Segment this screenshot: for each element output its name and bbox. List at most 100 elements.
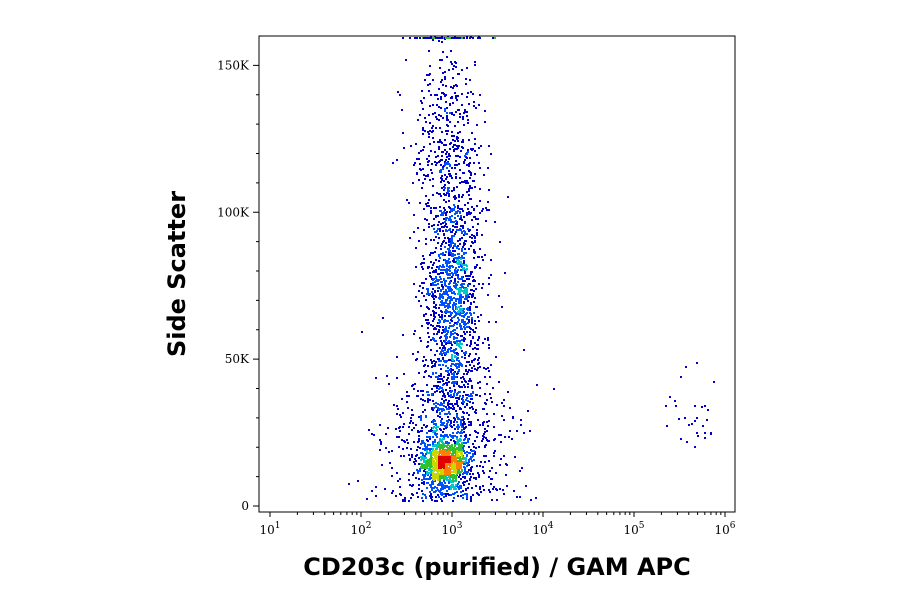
event-point [438,260,440,262]
event-point [418,440,420,442]
event-point [388,383,390,385]
event-point [441,179,443,181]
event-point [464,264,466,266]
event-point [466,455,468,457]
event-point [444,482,446,484]
event-point [448,408,450,410]
event-point [427,290,429,292]
event-point [459,391,461,393]
event-point [463,216,465,218]
event-point [448,411,450,413]
event-point [467,275,469,277]
event-point [398,436,400,438]
event-point [446,379,448,381]
event-point [454,233,456,235]
event-point [444,174,446,176]
event-point [417,227,419,229]
event-point [479,167,481,169]
event-point [448,481,450,483]
event-point [452,308,454,310]
event-point [438,40,440,42]
event-point [371,433,373,435]
event-point [442,252,444,254]
event-point [389,462,391,464]
event-point [669,396,671,398]
event-point [446,124,448,126]
event-point [447,371,449,373]
event-point [467,386,469,388]
event-point [473,279,475,281]
event-point [451,344,453,346]
event-point [443,402,445,404]
event-point [442,466,444,468]
event-point [443,445,445,447]
event-point [441,316,443,318]
event-point [434,94,436,96]
event-point [472,242,474,244]
event-point [444,259,446,261]
event-point [488,476,490,478]
event-point [399,430,401,432]
event-point [413,441,415,443]
event-point [696,417,698,419]
event-point [451,231,453,233]
event-point [391,467,393,469]
event-point [456,414,458,416]
event-point [453,469,455,471]
event-point [470,496,472,498]
event-point [466,115,468,117]
event-point [436,343,438,345]
event-point [453,474,455,476]
event-point [401,439,403,441]
event-point [479,212,481,214]
event-point [455,283,457,285]
event-point [471,450,473,452]
event-point [455,173,457,175]
event-point [448,400,450,402]
event-point [473,312,475,314]
event-point [457,317,459,319]
event-point [482,485,484,487]
event-point [469,177,471,179]
event-point [418,372,420,374]
event-point [465,78,467,80]
event-point [459,208,461,210]
event-point [429,272,431,274]
event-point [472,93,474,95]
event-point [441,445,443,447]
event-point [421,325,423,327]
event-point [458,467,460,469]
event-point [467,149,469,151]
event-point [462,399,464,401]
event-point [457,155,459,157]
event-point [409,422,411,424]
event-point [483,421,485,423]
event-point [424,443,426,445]
event-point [432,113,434,115]
event-point [399,486,401,488]
event-point [418,488,420,490]
event-point [447,404,449,406]
event-point [482,342,484,344]
event-point [443,93,445,95]
event-point [437,385,439,387]
event-point [447,444,449,446]
event-point [463,431,465,433]
event-point [446,408,448,410]
event-point [440,301,442,303]
event-point [447,294,449,296]
event-point [453,316,455,318]
event-point [456,359,458,361]
event-point [439,428,441,430]
event-point [442,51,444,53]
event-point [453,85,455,87]
event-point [396,472,398,474]
event-point [470,398,472,400]
event-point [441,284,443,286]
event-point [435,259,437,261]
event-point [439,210,441,212]
event-point [469,395,471,397]
event-point [456,259,458,261]
event-point [458,360,460,362]
event-point [489,470,491,472]
